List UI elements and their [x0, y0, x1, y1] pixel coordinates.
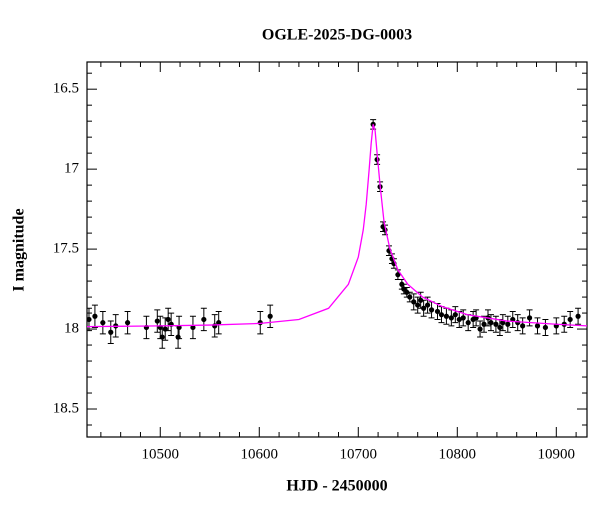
x-tick-label: 10900: [538, 446, 576, 462]
data-point: [100, 320, 106, 326]
x-tick-label: 10700: [340, 446, 378, 462]
data-point: [201, 316, 207, 323]
data-point: [456, 316, 462, 323]
data-point: [575, 313, 581, 319]
data-point: [428, 307, 435, 313]
x-axis-label: HJD - 2450000: [286, 478, 387, 495]
y-tick-label: 18: [64, 320, 79, 336]
data-point: [493, 321, 499, 327]
data-point: [520, 323, 526, 329]
x-tick-label: 10800: [439, 446, 477, 462]
y-tick-label: 16.5: [53, 81, 79, 97]
data-point: [497, 324, 503, 331]
data-point: [438, 312, 445, 318]
data-point: [526, 315, 533, 321]
data-point: [515, 320, 521, 326]
plot-frame: [86, 61, 588, 438]
data-point: [505, 321, 511, 327]
data-point: [448, 315, 454, 321]
y-tick-label: 17.5: [53, 241, 79, 257]
x-tick-label: 10600: [241, 446, 279, 462]
data-point: [87, 316, 92, 323]
data-point: [154, 318, 160, 324]
data-point: [395, 272, 401, 278]
data-point: [500, 320, 506, 326]
data-point: [542, 324, 549, 331]
data-point: [460, 315, 466, 321]
data-point: [216, 320, 222, 326]
data-point: [159, 334, 165, 340]
model-curve: [87, 124, 587, 328]
data-point: [165, 316, 171, 323]
data-point: [407, 294, 413, 300]
data-point: [108, 329, 114, 335]
plot-area: [87, 119, 587, 349]
y-tick-label: 18.5: [53, 400, 79, 416]
data-point: [443, 313, 450, 319]
data-point: [424, 302, 431, 308]
data-point: [267, 313, 273, 319]
data-point: [415, 302, 421, 308]
data-point: [124, 320, 131, 326]
data-point: [488, 320, 494, 326]
x-tick-label: 10500: [142, 446, 180, 462]
data-point: [190, 324, 196, 331]
y-axis-label: I magnitude: [11, 208, 28, 291]
data-point: [567, 316, 573, 323]
data-point: [411, 299, 417, 305]
data-point: [465, 320, 471, 326]
y-tick-label: 17: [64, 161, 80, 177]
data-point: [477, 326, 483, 332]
chart-title: OGLE-2025-DG-0003: [262, 27, 412, 44]
data-point: [92, 313, 98, 319]
data-point: [534, 323, 541, 329]
data-point: [434, 308, 441, 315]
data-point: [452, 312, 458, 318]
data-point: [421, 305, 427, 311]
